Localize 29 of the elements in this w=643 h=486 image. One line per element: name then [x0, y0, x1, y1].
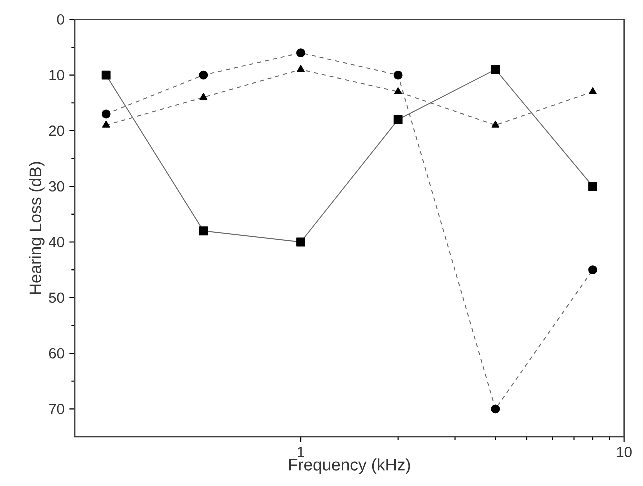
y-tick-label: 0: [57, 14, 64, 25]
point: [199, 70, 208, 80]
point: [394, 88, 402, 94]
y-tick-label: 20: [49, 126, 64, 136]
point: [296, 48, 306, 58]
point: [102, 110, 111, 119]
point: [297, 65, 305, 72]
y-tick-label: 30: [49, 181, 64, 192]
point: [394, 115, 403, 124]
y-tick-label: 10: [50, 70, 64, 81]
x-tick-label: 1: [298, 447, 304, 458]
y-tick-label: 50: [49, 292, 64, 304]
point: [102, 70, 111, 80]
y-tick-label: 40: [48, 237, 64, 248]
point: [199, 226, 208, 236]
y-tick-label: 60: [49, 348, 64, 359]
point: [394, 70, 403, 80]
point: [200, 93, 208, 100]
point: [491, 404, 500, 414]
point: [296, 238, 306, 247]
point: [102, 120, 110, 128]
point: [492, 120, 500, 128]
point: [589, 88, 597, 94]
point: [588, 266, 598, 275]
y-tick-label: 70: [49, 404, 64, 414]
point: [491, 65, 500, 74]
x-axis-title: Frequency (kHz): [289, 458, 410, 474]
y-axis-title: Hearing Loss (dB): [29, 162, 45, 294]
point: [588, 182, 598, 192]
